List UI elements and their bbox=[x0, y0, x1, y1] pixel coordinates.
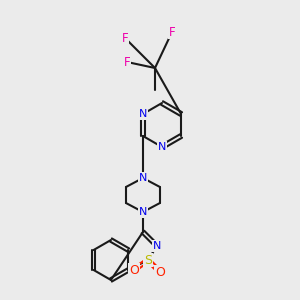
Text: N: N bbox=[139, 207, 147, 217]
Text: N: N bbox=[139, 109, 147, 119]
Text: S: S bbox=[144, 254, 152, 266]
Text: F: F bbox=[169, 26, 175, 38]
Text: N: N bbox=[153, 241, 161, 251]
Text: F: F bbox=[124, 56, 130, 68]
Text: N: N bbox=[158, 142, 166, 152]
Text: N: N bbox=[139, 173, 147, 183]
Text: O: O bbox=[155, 266, 165, 278]
Text: F: F bbox=[122, 32, 128, 44]
Text: O: O bbox=[129, 263, 139, 277]
